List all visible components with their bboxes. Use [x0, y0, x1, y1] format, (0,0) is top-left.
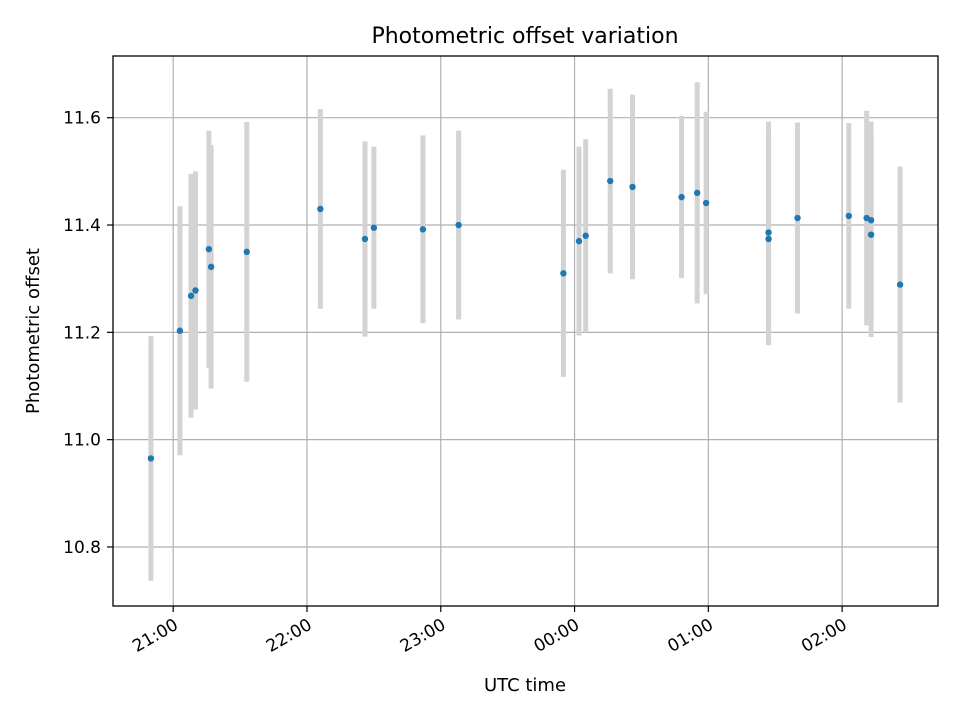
data-point — [176, 327, 184, 334]
data-point — [629, 183, 636, 191]
data-point — [370, 224, 378, 231]
data-point — [794, 214, 801, 222]
data-point — [765, 229, 772, 236]
data-point — [207, 263, 215, 271]
data-point — [867, 216, 875, 224]
data-point — [560, 270, 567, 277]
data-point — [575, 237, 583, 245]
data-point — [192, 287, 199, 294]
data-point — [205, 245, 213, 253]
data-point — [361, 235, 369, 243]
data-point — [187, 292, 195, 300]
y-tick-label: 11.0 — [63, 431, 101, 451]
data-point — [896, 281, 904, 288]
data-point — [845, 212, 853, 220]
data-point — [147, 455, 155, 462]
y-tick-label: 11.2 — [63, 323, 101, 343]
data-point — [317, 205, 324, 213]
grid — [113, 56, 938, 606]
data-point — [867, 231, 875, 238]
data-points — [147, 177, 904, 462]
data-point — [678, 193, 685, 201]
y-tick-label: 11.6 — [63, 109, 101, 129]
data-point — [243, 248, 250, 256]
data-point — [702, 199, 710, 207]
data-point — [693, 189, 701, 197]
chart-title: Photometric offset variation — [371, 24, 678, 49]
y-axis: 10.8 11.0 11.2 11.4 11.6 — [63, 109, 113, 558]
data-point — [765, 235, 772, 243]
plot-frame — [112, 55, 939, 607]
x-axis-label: UTC time — [484, 675, 566, 696]
y-tick-label: 11.4 — [63, 216, 101, 236]
y-axis-label: Photometric offset — [23, 248, 44, 414]
data-point — [455, 221, 462, 229]
data-point — [582, 232, 589, 239]
data-point — [607, 177, 614, 185]
data-point — [419, 226, 427, 233]
y-tick-label: 10.8 — [63, 538, 101, 558]
